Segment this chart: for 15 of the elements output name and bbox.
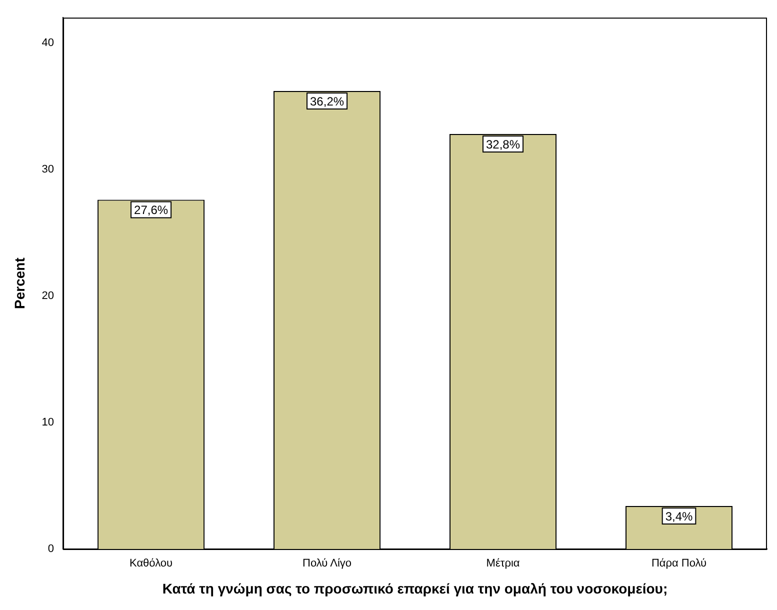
y-tick-label: 20 <box>42 290 54 302</box>
x-tick-label: Πολύ Λίγο <box>302 558 352 570</box>
y-tick-label: 0 <box>48 543 54 556</box>
data-label: 32,8% <box>486 137 520 152</box>
x-tick-label: Μέτρια <box>486 558 520 570</box>
data-label: 36,2% <box>310 94 344 108</box>
x-axis-title: Κατά τη γνώμη σας το προσωπικό επαρκεί για την ομαλή του νοσοκομείου; <box>162 580 668 596</box>
y-tick-label: 10 <box>42 416 54 429</box>
y-axis-title: Percent <box>11 257 28 309</box>
data-label: 3,4% <box>665 509 694 524</box>
y-tick-label: 40 <box>42 36 54 49</box>
y-tick-label: 30 <box>42 163 54 176</box>
x-tick-label: Καθόλου <box>130 558 173 570</box>
x-tick-label: Πάρα Πολύ <box>651 558 707 570</box>
data-label: 27,6% <box>134 203 168 218</box>
